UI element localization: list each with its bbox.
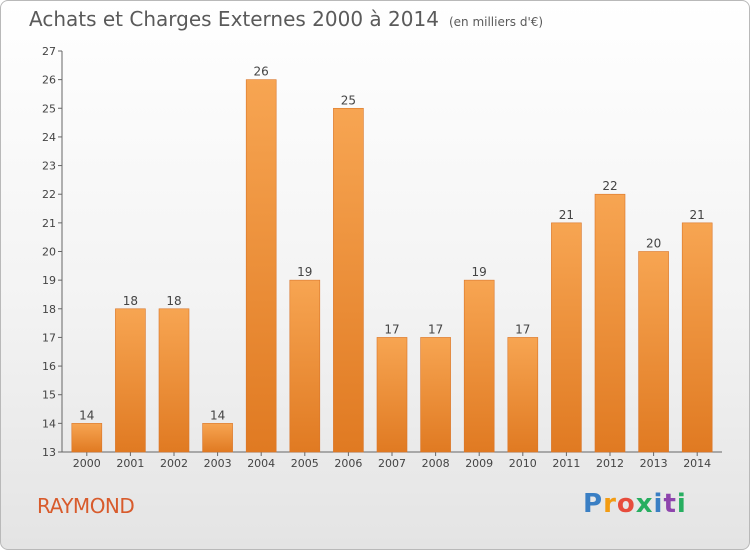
bar-value-labels: 14 18 18 14 26 19 25 17 17 19 17 21 22 20 21	[79, 65, 705, 423]
logo-letter: r	[603, 489, 617, 519]
bar-2001	[115, 308, 146, 453]
bar-2013	[638, 251, 669, 453]
logo-letter: i	[653, 489, 664, 519]
bar-value-label-2004: 26	[254, 65, 269, 79]
bar-2011	[551, 222, 582, 453]
bar-2007	[376, 337, 408, 453]
y-tick-label: 18	[42, 303, 56, 316]
x-tick-label-2007: 2007	[378, 457, 406, 470]
x-tick-label-2014: 2014	[683, 457, 711, 470]
y-tick-label: 20	[42, 246, 56, 259]
bar-value-label-2007: 17	[384, 322, 399, 336]
x-tick-label-2012: 2012	[596, 457, 624, 470]
bar-2003	[202, 423, 233, 453]
x-tick-label-2005: 2005	[291, 457, 319, 470]
y-tick-label: 16	[42, 360, 56, 373]
y-tick-label: 25	[42, 102, 56, 115]
x-tick-label-2009: 2009	[465, 457, 493, 470]
commune-name: RAYMOND	[37, 494, 135, 518]
y-tick-label: 17	[42, 331, 56, 344]
bar-value-label-2011: 21	[559, 208, 574, 222]
chart-unit: (en milliers d'€)	[448, 15, 544, 29]
y-tick-label: 27	[42, 45, 56, 58]
y-tick-label: 26	[42, 74, 56, 87]
bar-2014	[681, 222, 713, 453]
x-tick-label-2011: 2011	[552, 457, 580, 470]
x-tick-label-2000: 2000	[73, 457, 101, 470]
x-tick-label-2002: 2002	[160, 457, 188, 470]
x-tick-label-2003: 2003	[204, 457, 232, 470]
bar-2004	[245, 79, 277, 453]
bars	[71, 79, 713, 453]
logo-letter: P	[583, 489, 604, 519]
bar-value-label-2014: 21	[690, 208, 705, 222]
bar-value-label-2012: 22	[602, 179, 617, 193]
chart-title-text: Achats et Charges Externes 2000 à 2014	[29, 7, 439, 31]
y-tick-label: 15	[42, 389, 56, 402]
bar-2005	[289, 279, 321, 453]
x-tick-label-2004: 2004	[247, 457, 275, 470]
bar-2002	[158, 308, 190, 453]
bar-value-label-2003: 14	[210, 408, 225, 422]
x-tick-label-2010: 2010	[509, 457, 537, 470]
bar-value-label-2002: 18	[166, 294, 181, 308]
chart-title: Achats et Charges Externes 2000 à 2014 (e…	[29, 7, 543, 31]
logo-letter: o	[616, 489, 636, 519]
y-tick-label: 13	[42, 446, 56, 459]
bar-value-label-2001: 18	[123, 294, 138, 308]
x-tick-label-2001: 2001	[116, 457, 144, 470]
x-tick-label-2008: 2008	[422, 457, 450, 470]
y-tick-label: 23	[42, 160, 56, 173]
bar-value-label-2009: 19	[472, 265, 487, 279]
bar-value-label-2013: 20	[646, 237, 661, 251]
bar-value-label-2000: 14	[79, 408, 94, 422]
bar-2008	[420, 337, 451, 453]
bar-2000	[71, 423, 103, 453]
bar-value-label-2010: 17	[515, 322, 530, 336]
logo-letter: t	[663, 489, 677, 519]
bar-value-label-2008: 17	[428, 322, 443, 336]
x-tick-label-2006: 2006	[334, 457, 362, 470]
axes: 13 14 15 16 17 18 19 20 21 22 23 24 25 26 27 2000 2001 20…	[42, 45, 722, 470]
y-tick-label: 19	[42, 274, 56, 287]
bar-value-label-2005: 19	[297, 265, 312, 279]
bar-2010	[507, 337, 539, 453]
proxiti-logo[interactable]: Proxiti	[583, 489, 687, 519]
bar-2006	[333, 107, 364, 453]
bar-value-label-2006: 25	[341, 93, 356, 107]
bar-2012	[594, 193, 626, 453]
y-tick-label: 21	[42, 217, 56, 230]
x-tick-label-2013: 2013	[640, 457, 668, 470]
logo-letter: i	[676, 489, 687, 519]
y-tick-label: 22	[42, 188, 56, 201]
y-tick-label: 14	[42, 417, 56, 430]
y-tick-label: 24	[42, 131, 56, 144]
logo-letter: x	[635, 489, 654, 519]
bar-2009	[463, 279, 495, 453]
